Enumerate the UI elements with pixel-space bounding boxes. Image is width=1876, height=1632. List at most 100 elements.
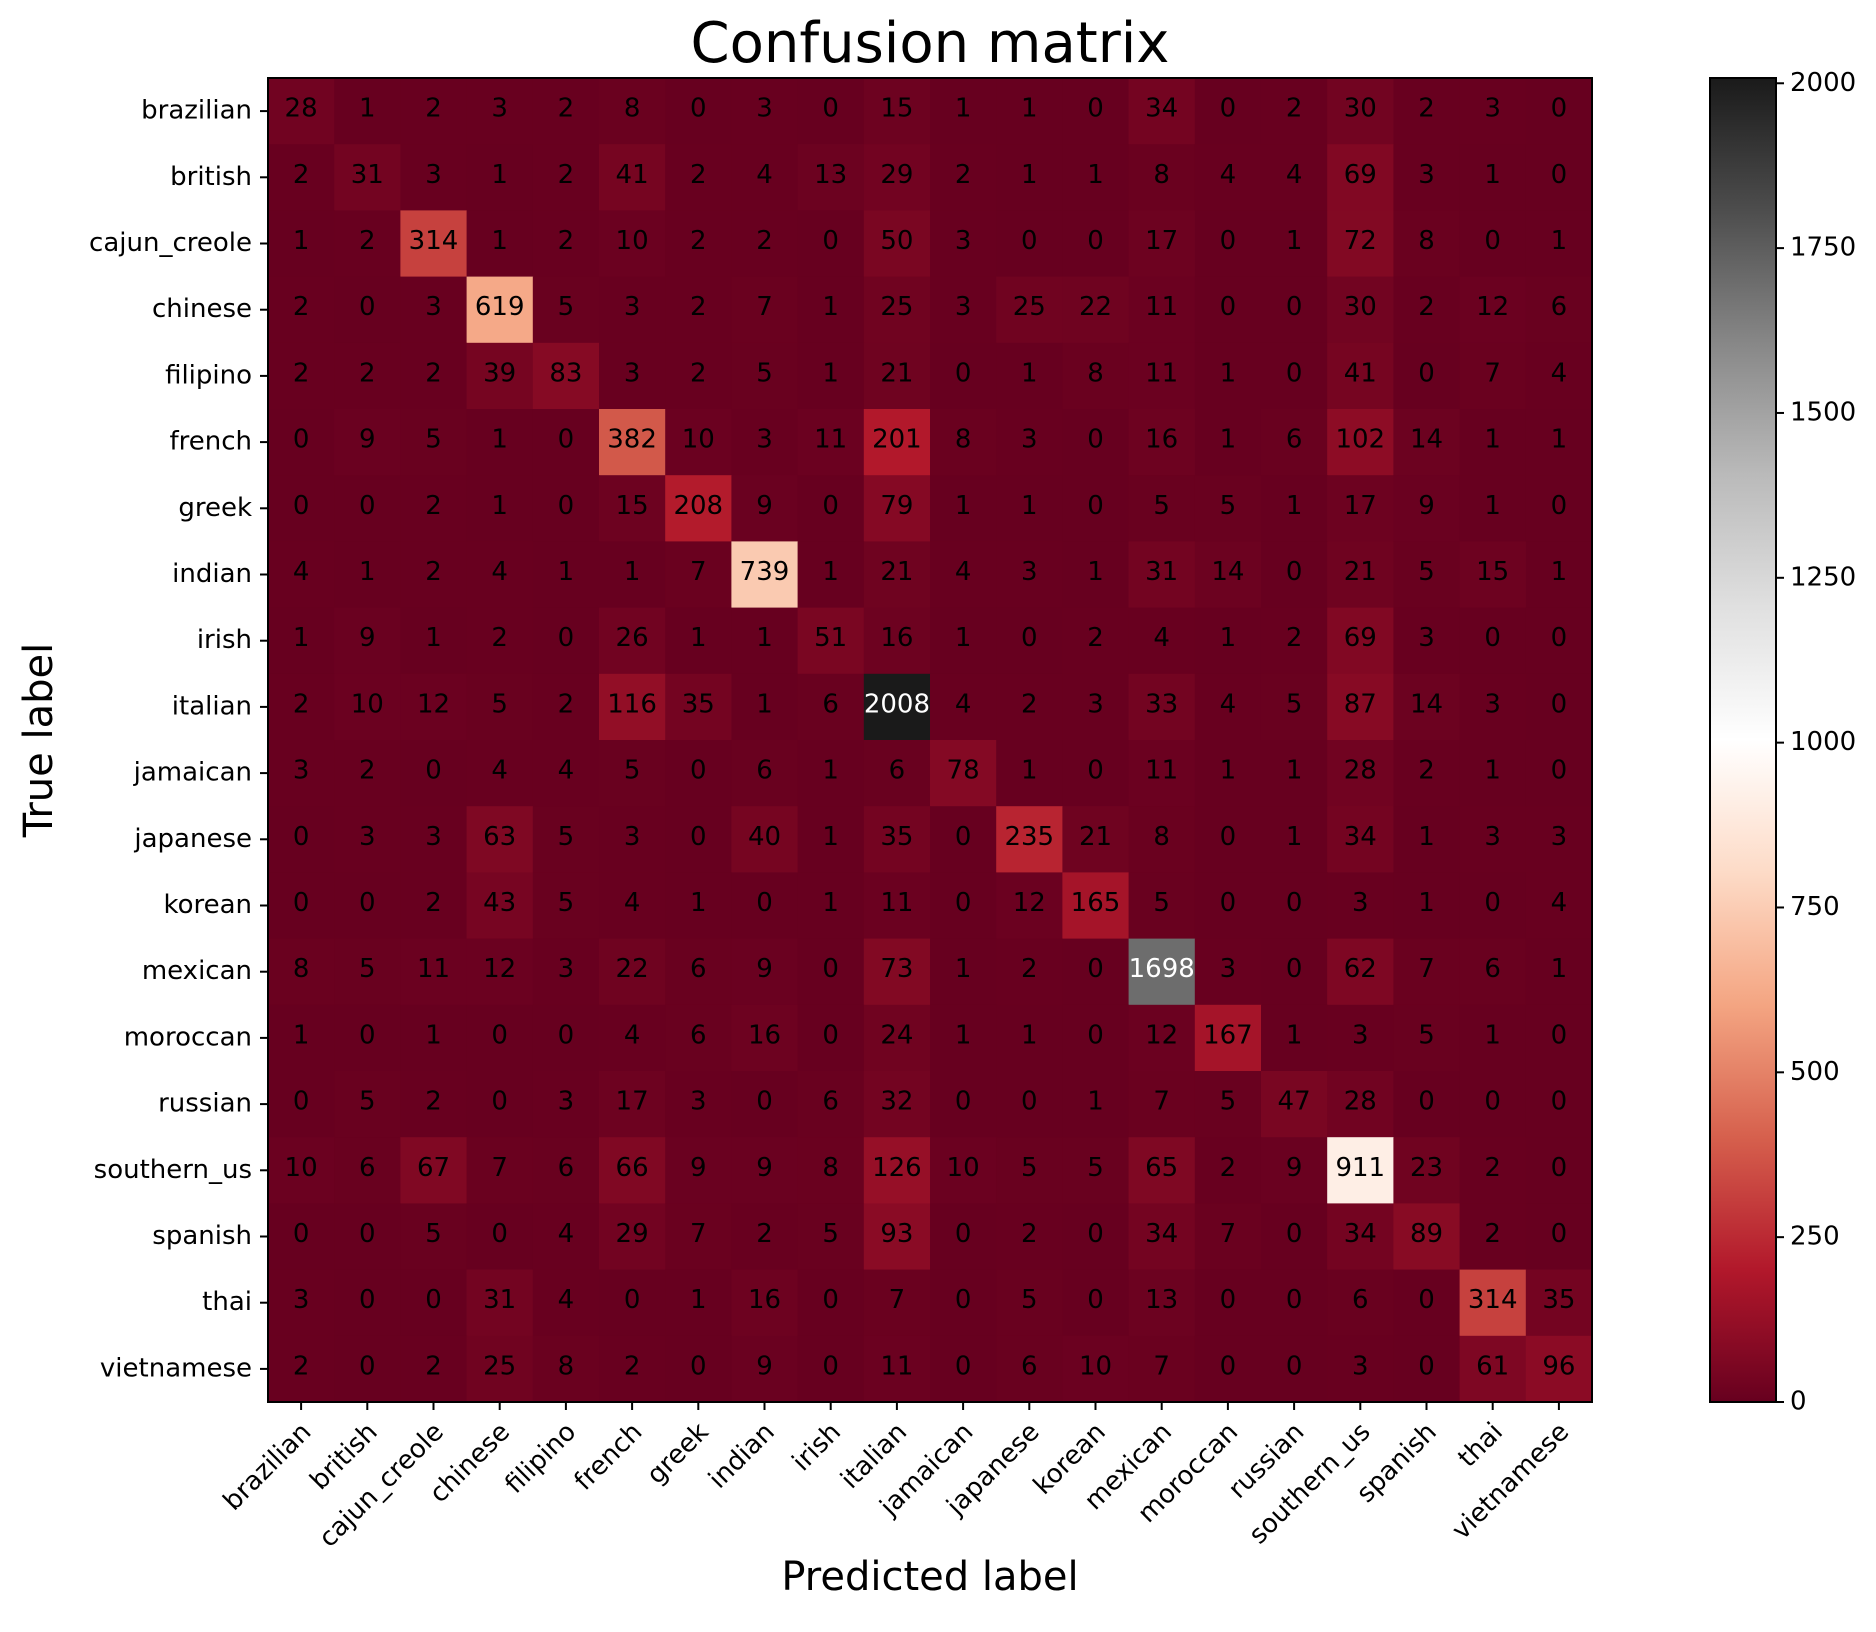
y-tick-label: mexican bbox=[142, 956, 252, 986]
cell-value-label: 1 bbox=[558, 557, 575, 587]
heatmap-cell bbox=[1459, 1004, 1527, 1072]
cell-value-label: 8 bbox=[293, 954, 310, 984]
heatmap-cell bbox=[268, 342, 335, 410]
heatmap-cell bbox=[731, 1071, 799, 1138]
cell-value-label: 0 bbox=[491, 1020, 508, 1050]
heatmap-cell bbox=[466, 342, 534, 410]
cell-value-label: 2 bbox=[425, 1087, 442, 1117]
cell-value-label: 9 bbox=[756, 954, 773, 984]
cell-value-label: 2 bbox=[756, 1219, 773, 1249]
heatmap-cell bbox=[1194, 1004, 1262, 1072]
cell-value-label: 1 bbox=[955, 623, 972, 653]
cell-value-label: 3 bbox=[1418, 623, 1435, 653]
cell-value-label: 1 bbox=[690, 1285, 707, 1315]
cell-value-label: 3 bbox=[293, 756, 310, 786]
heatmap-cell bbox=[532, 740, 600, 807]
cell-value-label: 10 bbox=[351, 689, 384, 719]
heatmap-cell bbox=[1128, 673, 1196, 741]
heatmap-cell bbox=[268, 1269, 335, 1337]
cell-value-label: 10 bbox=[616, 226, 649, 256]
heatmap-cell bbox=[1261, 78, 1328, 145]
cell-value-label: 4 bbox=[558, 1285, 575, 1315]
heatmap-cell bbox=[599, 673, 666, 741]
y-tick-label: greek bbox=[178, 493, 252, 523]
heatmap-cell bbox=[1459, 872, 1527, 940]
cell-value-label: 33 bbox=[1145, 689, 1178, 719]
cell-value-label: 87 bbox=[1344, 689, 1377, 719]
cell-value-label: 34 bbox=[1145, 94, 1178, 124]
heatmap-cell bbox=[599, 740, 666, 807]
heatmap-cell bbox=[334, 475, 401, 542]
heatmap-cell bbox=[797, 541, 865, 609]
cell-value-label: 29 bbox=[880, 160, 913, 190]
cell-value-label: 1 bbox=[293, 1020, 310, 1050]
cell-value-label: 167 bbox=[1203, 1020, 1253, 1050]
y-tick-label: russian bbox=[158, 1089, 252, 1119]
cell-value-label: 6 bbox=[822, 689, 839, 719]
cell-value-label: 7 bbox=[1484, 358, 1501, 388]
heatmap-cell bbox=[400, 607, 468, 675]
cell-value-label: 2 bbox=[1418, 292, 1435, 322]
cell-value-label: 10 bbox=[682, 425, 715, 455]
cell-value-label: 7 bbox=[1153, 1087, 1170, 1117]
cell-value-label: 69 bbox=[1344, 160, 1377, 190]
heatmap-cell bbox=[797, 1269, 865, 1337]
cell-value-label: 0 bbox=[1286, 1285, 1303, 1315]
cell-value-label: 2 bbox=[359, 756, 376, 786]
cell-value-label: 2 bbox=[491, 623, 508, 653]
cell-value-label: 0 bbox=[756, 888, 773, 918]
heatmap-cell bbox=[466, 409, 534, 476]
cell-value-label: 2 bbox=[1286, 623, 1303, 653]
cell-value-label: 2 bbox=[1021, 954, 1038, 984]
cell-value-label: 1 bbox=[425, 1020, 442, 1050]
cell-value-label: 3 bbox=[1021, 425, 1038, 455]
cell-value-label: 4 bbox=[491, 557, 508, 587]
heatmap-cell bbox=[1525, 541, 1593, 609]
cell-value-label: 4 bbox=[558, 756, 575, 786]
heatmap-cell bbox=[930, 475, 997, 542]
heatmap-cell bbox=[863, 607, 931, 675]
cell-value-label: 6 bbox=[690, 954, 707, 984]
cell-value-label: 3 bbox=[425, 160, 442, 190]
heatmap-cell bbox=[1194, 872, 1262, 940]
heatmap-cell bbox=[1194, 740, 1262, 807]
heatmap-cell bbox=[665, 806, 732, 873]
heatmap-cell bbox=[1525, 144, 1593, 211]
cell-value-label: 16 bbox=[748, 1285, 781, 1315]
cell-value-label: 6 bbox=[690, 1020, 707, 1050]
heatmap-cell bbox=[334, 342, 401, 410]
heatmap-cell bbox=[1525, 872, 1593, 940]
cell-value-label: 2 bbox=[293, 292, 310, 322]
heatmap-cell bbox=[665, 938, 732, 1006]
cell-value-label: 7 bbox=[491, 1153, 508, 1183]
x-axis-title: Predicted label bbox=[781, 1554, 1078, 1600]
heatmap-cell bbox=[1194, 607, 1262, 675]
heatmap-cell bbox=[268, 607, 335, 675]
cell-value-label: 0 bbox=[822, 226, 839, 256]
heatmap-cell bbox=[1525, 210, 1593, 278]
cell-value-label: 0 bbox=[558, 623, 575, 653]
heatmap-cell bbox=[599, 342, 666, 410]
cell-value-label: 0 bbox=[822, 94, 839, 124]
cell-value-label: 1 bbox=[822, 822, 839, 852]
cell-value-label: 8 bbox=[1087, 358, 1104, 388]
cell-value-label: 0 bbox=[1087, 226, 1104, 256]
cell-value-label: 15 bbox=[1476, 557, 1509, 587]
cell-value-label: 7 bbox=[1220, 1219, 1237, 1249]
cell-value-label: 739 bbox=[740, 557, 790, 587]
cell-value-label: 13 bbox=[814, 160, 847, 190]
heatmap-cell bbox=[731, 541, 799, 609]
cell-value-label: 0 bbox=[822, 1285, 839, 1315]
cell-value-label: 0 bbox=[1551, 1020, 1568, 1050]
heatmap-cell bbox=[1327, 342, 1394, 410]
heatmap-cell bbox=[1261, 210, 1328, 278]
cell-value-label: 4 bbox=[1220, 160, 1237, 190]
colorbar-tick-label: 1500 bbox=[1790, 397, 1856, 427]
heatmap-cell bbox=[1194, 342, 1262, 410]
heatmap-cell bbox=[930, 740, 997, 807]
cell-value-label: 1 bbox=[359, 94, 376, 124]
heatmap-cell bbox=[930, 607, 997, 675]
heatmap-cell bbox=[1525, 1071, 1593, 1138]
heatmap-cell bbox=[466, 1071, 534, 1138]
